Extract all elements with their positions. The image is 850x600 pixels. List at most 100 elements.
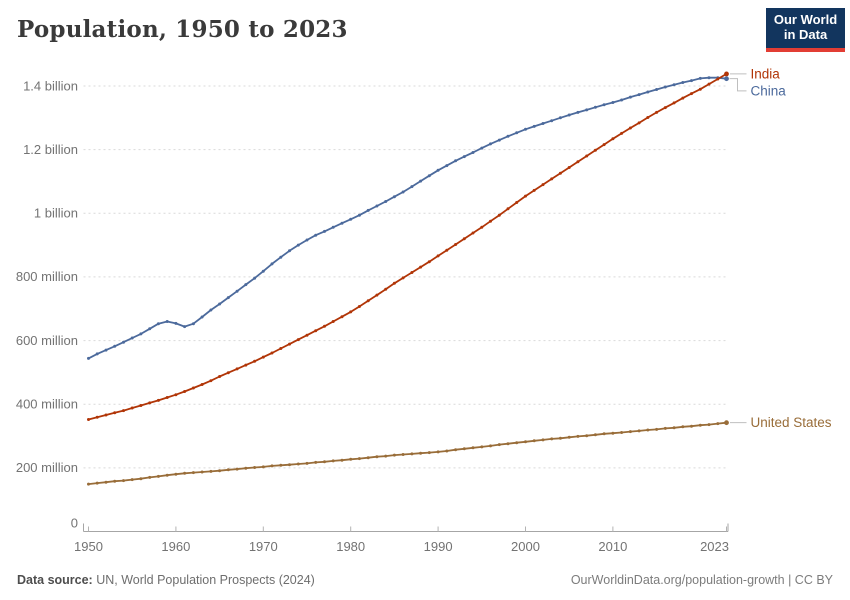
data-point-united-states-1973 bbox=[288, 463, 291, 467]
data-point-china-1972 bbox=[279, 255, 283, 259]
data-point-united-states-2007 bbox=[585, 434, 589, 438]
data-point-india-2016 bbox=[663, 106, 667, 110]
data-point-india-2023 bbox=[724, 71, 729, 77]
data-point-united-states-2014 bbox=[646, 428, 650, 432]
data-point-india-1977 bbox=[323, 324, 326, 328]
data-point-china-1950 bbox=[87, 356, 90, 360]
y-axis-label-600: 600 million bbox=[16, 333, 78, 348]
data-point-united-states-2017 bbox=[672, 426, 676, 430]
data-point-india-1996 bbox=[489, 219, 492, 223]
data-point-india-1992 bbox=[454, 243, 458, 246]
data-point-united-states-1982 bbox=[366, 456, 370, 460]
data-point-china-1998 bbox=[506, 134, 510, 138]
data-point-china-2013 bbox=[637, 93, 641, 97]
data-point-india-2002 bbox=[541, 183, 545, 187]
data-point-united-states-1960 bbox=[174, 472, 178, 476]
data-point-india-1980 bbox=[349, 310, 353, 314]
data-point-india-1971 bbox=[270, 351, 274, 355]
data-point-india-1955 bbox=[130, 406, 134, 410]
data-point-united-states-2022 bbox=[716, 422, 720, 426]
data-point-united-states-1981 bbox=[357, 457, 361, 461]
series-india bbox=[87, 71, 729, 421]
data-point-india-1975 bbox=[305, 333, 309, 337]
x-axis-label-1970: 1970 bbox=[249, 539, 278, 554]
data-point-united-states-1979 bbox=[340, 458, 344, 462]
entity-label-united-states[interactable]: United States bbox=[751, 415, 832, 430]
data-point-united-states-1995 bbox=[480, 445, 484, 449]
x-axis-label-1950: 1950 bbox=[74, 539, 103, 554]
data-point-india-2001 bbox=[532, 188, 536, 192]
data-point-china-2008 bbox=[593, 105, 597, 109]
data-point-china-2012 bbox=[628, 95, 632, 99]
data-point-india-2003 bbox=[550, 177, 554, 181]
data-point-united-states-1951 bbox=[95, 481, 99, 485]
data-point-united-states-1952 bbox=[104, 480, 108, 484]
data-point-united-states-1988 bbox=[419, 451, 423, 455]
series-united-states bbox=[87, 420, 729, 486]
data-point-china-1984 bbox=[384, 200, 388, 203]
data-point-china-1985 bbox=[392, 195, 396, 199]
entity-label-china[interactable]: China bbox=[751, 83, 787, 98]
data-point-china-1971 bbox=[270, 262, 274, 266]
data-point-china-1960 bbox=[174, 321, 178, 325]
data-point-china-2004 bbox=[558, 116, 562, 120]
data-point-united-states-1992 bbox=[454, 448, 458, 452]
data-point-china-1995 bbox=[480, 146, 484, 150]
data-point-china-2005 bbox=[567, 113, 571, 117]
x-axis-label-1980: 1980 bbox=[336, 539, 365, 554]
data-point-china-1968 bbox=[244, 283, 248, 287]
data-point-united-states-1984 bbox=[384, 454, 388, 458]
data-point-united-states-1950 bbox=[87, 482, 90, 486]
data-point-china-1961 bbox=[183, 325, 187, 329]
entity-labels: India China United States bbox=[729, 66, 832, 430]
data-point-china-1976 bbox=[314, 233, 318, 237]
data-point-china-2001 bbox=[532, 124, 536, 128]
data-point-china-1956 bbox=[139, 332, 143, 336]
x-axis-label-1960: 1960 bbox=[161, 539, 190, 554]
x-axis-label-2010: 2010 bbox=[598, 539, 627, 554]
y-axis-label-1400: 1.4 billion bbox=[23, 78, 78, 93]
y-axis-label-1200: 1.2 billion bbox=[23, 142, 78, 157]
data-point-india-1951 bbox=[95, 415, 99, 419]
data-point-united-states-1977 bbox=[323, 460, 326, 464]
series-line-india[interactable] bbox=[87, 73, 728, 421]
data-point-india-1961 bbox=[183, 390, 187, 393]
chart-footer: Data source: UN, World Population Prospe… bbox=[0, 562, 850, 600]
data-point-india-1976 bbox=[314, 329, 318, 333]
chart-header: Population, 1950 to 2023 Our World in Da… bbox=[0, 0, 850, 60]
data-point-china-1963 bbox=[200, 315, 204, 319]
data-point-india-2009 bbox=[602, 143, 606, 147]
data-point-india-2013 bbox=[637, 121, 641, 125]
data-source-note: Data source: UN, World Population Prospe… bbox=[17, 573, 315, 587]
data-point-united-states-1963 bbox=[200, 470, 204, 474]
series-line-china[interactable] bbox=[87, 76, 728, 360]
data-point-india-1995 bbox=[480, 225, 484, 229]
data-point-united-states-2009 bbox=[602, 432, 606, 436]
data-point-china-1987 bbox=[410, 185, 414, 189]
data-point-india-2011 bbox=[620, 131, 624, 135]
x-axis-label-1990: 1990 bbox=[424, 539, 453, 554]
data-point-india-1962 bbox=[191, 386, 195, 390]
owid-logo[interactable]: Our World in Data bbox=[766, 8, 845, 52]
data-point-china-1970 bbox=[261, 269, 265, 273]
data-source-text: UN, World Population Prospects (2024) bbox=[92, 573, 315, 587]
data-point-china-1954 bbox=[122, 340, 125, 344]
data-point-india-2008 bbox=[593, 148, 597, 152]
data-point-india-1969 bbox=[253, 359, 257, 363]
data-point-china-1967 bbox=[235, 289, 239, 293]
data-point-united-states-2006 bbox=[576, 434, 580, 438]
data-point-india-1964 bbox=[209, 379, 213, 383]
data-point-china-2015 bbox=[655, 88, 659, 91]
data-point-united-states-2013 bbox=[637, 429, 641, 433]
data-point-china-2023 bbox=[724, 76, 729, 82]
footer-citation-link[interactable]: OurWorldinData.org/population-growth | C… bbox=[570, 573, 833, 587]
data-point-united-states-1983 bbox=[375, 455, 379, 459]
data-point-china-1983 bbox=[375, 204, 379, 208]
data-point-china-1988 bbox=[419, 179, 423, 183]
data-point-china-2000 bbox=[524, 127, 527, 131]
data-point-china-1999 bbox=[515, 131, 519, 135]
data-point-united-states-1957 bbox=[148, 475, 152, 479]
data-point-united-states-1953 bbox=[113, 479, 117, 483]
entity-label-india[interactable]: India bbox=[751, 66, 781, 81]
data-point-china-1975 bbox=[305, 238, 309, 242]
